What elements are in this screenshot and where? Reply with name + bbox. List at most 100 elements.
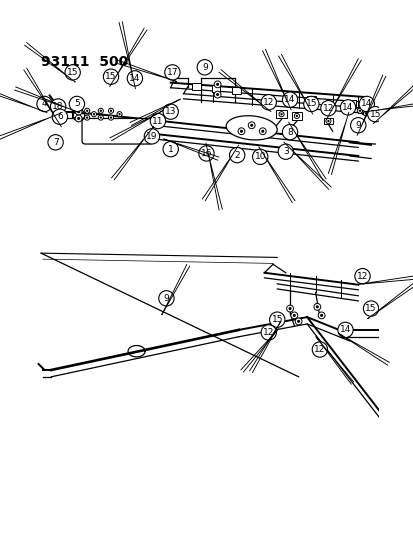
Circle shape	[150, 114, 165, 128]
Text: 12: 12	[356, 272, 367, 281]
Circle shape	[319, 314, 323, 317]
Bar	[357, 101, 366, 107]
Text: 9: 9	[354, 121, 360, 130]
Circle shape	[248, 122, 254, 128]
Circle shape	[269, 312, 284, 327]
Bar	[323, 118, 332, 124]
Text: 2: 2	[234, 151, 240, 159]
Bar	[192, 84, 200, 90]
Circle shape	[278, 111, 283, 117]
Circle shape	[261, 325, 276, 340]
Circle shape	[350, 118, 365, 133]
Circle shape	[318, 312, 324, 319]
Circle shape	[358, 96, 374, 111]
Text: 15: 15	[105, 72, 116, 81]
FancyBboxPatch shape	[82, 118, 152, 144]
Circle shape	[163, 141, 178, 157]
Circle shape	[364, 112, 366, 115]
Circle shape	[98, 115, 103, 120]
Ellipse shape	[225, 116, 277, 140]
Circle shape	[278, 144, 293, 159]
Circle shape	[100, 110, 102, 112]
Text: 12: 12	[313, 345, 325, 354]
Circle shape	[294, 318, 301, 325]
Circle shape	[229, 148, 244, 163]
Circle shape	[198, 146, 214, 161]
Circle shape	[367, 107, 382, 122]
Text: 93111  500: 93111 500	[41, 54, 128, 69]
Circle shape	[313, 303, 320, 310]
Bar	[276, 110, 286, 118]
Circle shape	[214, 91, 221, 98]
Circle shape	[77, 117, 80, 120]
Text: 15: 15	[271, 315, 282, 324]
Circle shape	[356, 108, 362, 114]
Text: 14: 14	[360, 100, 372, 108]
Circle shape	[290, 312, 297, 319]
Circle shape	[75, 115, 82, 122]
Text: 3: 3	[282, 147, 288, 156]
Circle shape	[118, 113, 121, 115]
Circle shape	[320, 101, 335, 116]
Text: 16: 16	[200, 149, 212, 158]
Bar	[211, 85, 220, 92]
Circle shape	[280, 113, 282, 115]
Text: 18: 18	[52, 102, 64, 111]
Circle shape	[75, 108, 82, 115]
Text: 15: 15	[369, 110, 380, 119]
Circle shape	[303, 96, 318, 111]
Circle shape	[108, 115, 113, 120]
Circle shape	[261, 130, 263, 133]
Bar	[306, 96, 315, 103]
Circle shape	[84, 108, 90, 114]
Circle shape	[325, 118, 330, 124]
Text: 6: 6	[57, 112, 63, 121]
Circle shape	[77, 110, 80, 113]
Circle shape	[93, 113, 95, 115]
Circle shape	[69, 96, 84, 111]
Text: 14: 14	[342, 103, 353, 112]
Circle shape	[52, 109, 67, 124]
Circle shape	[117, 111, 122, 117]
Text: 10: 10	[254, 152, 265, 161]
Circle shape	[100, 116, 102, 119]
Text: 14: 14	[284, 95, 295, 104]
Text: 12: 12	[262, 328, 274, 337]
Circle shape	[367, 110, 370, 112]
Text: 15: 15	[364, 304, 376, 313]
Circle shape	[216, 83, 218, 86]
Circle shape	[91, 111, 96, 117]
Text: 17: 17	[166, 68, 178, 77]
Text: 8: 8	[287, 127, 292, 136]
Circle shape	[50, 99, 66, 114]
Circle shape	[37, 96, 52, 111]
Bar	[232, 87, 240, 94]
Circle shape	[86, 110, 88, 112]
Circle shape	[358, 110, 360, 112]
Circle shape	[366, 108, 371, 114]
Text: 9: 9	[163, 294, 169, 303]
Text: 9: 9	[202, 63, 207, 72]
Circle shape	[127, 71, 142, 86]
Circle shape	[288, 307, 291, 310]
Circle shape	[327, 120, 329, 122]
Circle shape	[282, 92, 297, 107]
Text: 11: 11	[152, 117, 163, 125]
Text: 14: 14	[129, 74, 140, 83]
Circle shape	[252, 149, 267, 165]
Circle shape	[103, 69, 119, 84]
Circle shape	[315, 305, 318, 309]
Bar	[291, 111, 301, 120]
Circle shape	[108, 108, 113, 114]
Circle shape	[158, 290, 174, 306]
Circle shape	[240, 130, 242, 133]
Text: 15: 15	[305, 100, 316, 108]
Text: 12: 12	[262, 98, 274, 107]
Circle shape	[294, 114, 299, 118]
Circle shape	[164, 64, 180, 80]
Circle shape	[109, 110, 112, 112]
Circle shape	[261, 94, 276, 110]
Circle shape	[237, 128, 244, 135]
Circle shape	[109, 116, 112, 119]
Circle shape	[292, 314, 295, 317]
